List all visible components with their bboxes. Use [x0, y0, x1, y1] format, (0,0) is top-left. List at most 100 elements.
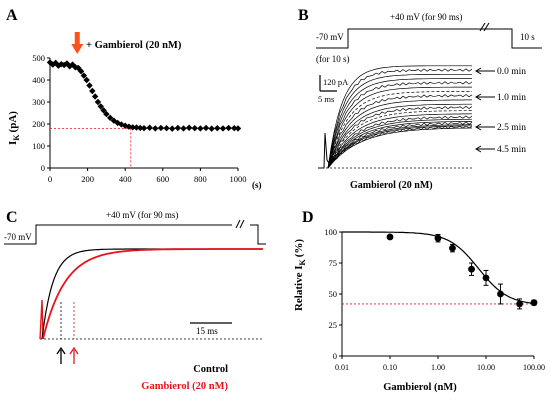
- panel-a-data-point: [106, 114, 114, 122]
- panel-d-x-label: Gambierol (nM): [383, 382, 457, 393]
- panel-d-data-point: [468, 265, 475, 273]
- panel-a-y-label: IK(pA): [7, 111, 21, 145]
- panel-label-c: C: [6, 209, 18, 226]
- panel-c-control-arrow-icon: [56, 346, 66, 364]
- panel-b-label-bottom: Gambierol (20 nM): [350, 180, 433, 191]
- panel-d-x-tick-label: 10.00: [477, 363, 495, 372]
- panel-a-data-point: [86, 82, 93, 89]
- panel-b-time-arrow-icon: [475, 67, 495, 75]
- panel-b-current-trace: [327, 124, 472, 169]
- panel-b-capacitive-artifact: [318, 132, 331, 169]
- panel-c-break-mark-2: [239, 219, 245, 229]
- panel-a-x-tick-label: 200: [81, 174, 94, 184]
- panel-b-time-arrow-icon: [475, 145, 495, 153]
- panel-c-protocol-line-end: [250, 224, 266, 245]
- panel-b-time-label: 4.5 min: [497, 145, 526, 155]
- panel-c-gambierol-trace: [42, 248, 263, 340]
- panel-a-annotation: + Gambierol (20 nM): [86, 40, 182, 51]
- panel-a-data-point: [58, 60, 65, 68]
- panel-a-data-point: [72, 64, 79, 71]
- panel-d-data-point: [497, 290, 504, 298]
- panel-a-data-point: [100, 107, 107, 114]
- panel-a-data-point: [140, 124, 148, 132]
- panel-c-protocol-line: [4, 224, 232, 245]
- panel-b-current-trace: [327, 78, 472, 169]
- panel-d-fit-curve: [342, 231, 535, 304]
- panel-a-data-point: [163, 124, 170, 132]
- panel-b-current-trace: [327, 118, 473, 169]
- panel-a-data-point: [197, 125, 204, 132]
- panel-a-data-point: [89, 87, 96, 95]
- panel-b-current-trace: [327, 127, 472, 169]
- panel-b-current-trace: [327, 110, 472, 169]
- panel-a-data-point: [75, 64, 82, 72]
- panel-d-x-tick-label: 0.01: [335, 363, 349, 372]
- panel-d-y-label: Relative IK(%): [293, 239, 307, 311]
- panel-a-y-label-main: I: [7, 141, 19, 145]
- panel-b-protocol-step: +40 mV (for 90 ms): [390, 12, 462, 22]
- panel-a-data-point: [231, 124, 238, 132]
- panel-label-d: D: [302, 209, 314, 226]
- panel-b-protocol-right: 10 s: [520, 32, 535, 42]
- panel-d-x-tick-label: 0.10: [383, 363, 397, 372]
- panel-b-protocol-for: (for 10 s): [316, 54, 350, 64]
- panel-a-data-point: [110, 117, 118, 124]
- panel-b-current-trace: [327, 113, 473, 169]
- panel-a-y-tick-label: 500: [32, 53, 45, 63]
- panel-d-y-tick-label: 25: [329, 320, 338, 330]
- panel-a-data-point: [103, 110, 110, 118]
- panel-b-current-trace: [327, 115, 473, 169]
- panel-b-protocol-left: -70 mV: [316, 32, 344, 42]
- svg-text:Relative IK(%): Relative IK(%): [293, 239, 307, 311]
- panel-b-current-trace: [327, 94, 473, 169]
- panel-b-break-mark-1: [479, 22, 486, 32]
- panel-label-a: A: [6, 7, 18, 24]
- panel-a-data-point: [129, 124, 136, 131]
- panel-a-data-point: [83, 76, 90, 84]
- panel-a-data-point: [63, 60, 71, 67]
- panel-b-current-trace: [327, 103, 472, 169]
- panel-d-chart: Gambierol (nM) Relative IK(%) 0.01 0.10 1.…: [293, 227, 545, 393]
- panel-a-data-point: [157, 124, 165, 132]
- panel-c-gambierol-arrow-icon: [69, 346, 79, 364]
- panel-d-y-label-unit: (%): [293, 239, 305, 258]
- panel-a-data-point: [152, 125, 159, 132]
- panel-a-x-tick-label: 0: [48, 174, 52, 184]
- panel-a-x-tick-label: 1000: [230, 174, 247, 184]
- panel-a-data-point: [66, 63, 73, 70]
- panel-d-y-label-main: Relative I: [293, 266, 305, 312]
- panel-a-data-point: [225, 124, 232, 132]
- panel-c-scale-time: 15 ms: [196, 326, 218, 336]
- panel-d-data-point: [449, 244, 456, 252]
- panel-b-scale-current: 120 pA: [323, 77, 349, 87]
- panel-b-time-label: 2.5 min: [497, 123, 526, 133]
- panel-a-data-point: [214, 124, 221, 132]
- panel-a-y-tick-label: 100: [32, 141, 45, 151]
- panel-a-data-point: [208, 125, 215, 132]
- panel-d-y-tick-label: 75: [329, 258, 338, 268]
- panel-d-data-point: [516, 300, 523, 308]
- panel-d-data-point: [386, 233, 394, 241]
- panel-a-data-point: [77, 68, 85, 75]
- panel-b-current-trace: [327, 121, 472, 169]
- panel-d-y-label-sub: K: [298, 259, 307, 266]
- panel-b-time-arrow-icon: [475, 123, 495, 131]
- panel-a-data-point: [91, 93, 99, 100]
- panel-b-current-trace: [327, 68, 473, 169]
- panel-b-time-arrow-icon: [475, 93, 495, 101]
- panel-d-x-tick-label: 1.00: [431, 363, 445, 372]
- panel-a-data-point: [234, 125, 242, 132]
- panel-c-break-mark-1: [235, 219, 241, 229]
- panel-d-y-tick-label: 0: [333, 351, 337, 361]
- panel-b-current-trace: [327, 91, 472, 169]
- panel-a-y-tick-label: 300: [32, 97, 45, 107]
- panel-a-data-point: [97, 103, 104, 110]
- panel-b-current-trace: [327, 125, 472, 169]
- panel-a-drug-arrow-icon: [71, 32, 84, 54]
- panel-b-chart: -70 mV (for 10 s) +40 mV (for 90 ms) 10 …: [316, 12, 542, 191]
- panel-a-data-point: [174, 124, 182, 132]
- panel-a-data-point: [137, 124, 144, 132]
- panel-d-y-tick-label: 50: [329, 289, 338, 299]
- panel-a-y-label-unit: (pA): [7, 111, 19, 133]
